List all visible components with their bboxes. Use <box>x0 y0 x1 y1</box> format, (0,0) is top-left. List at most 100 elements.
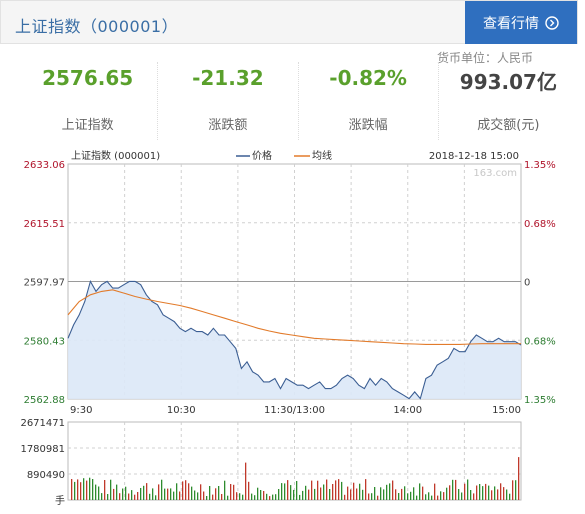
volume-bar <box>86 480 88 500</box>
volume-bar <box>89 477 91 500</box>
volume-bar <box>419 483 421 500</box>
volume-bar <box>176 483 178 500</box>
volume-bar <box>206 496 208 500</box>
volume-bar <box>356 488 358 500</box>
volume-bar <box>452 479 454 500</box>
volume-bar <box>203 491 205 500</box>
volume-bar <box>437 495 439 500</box>
chart-watermark: 163.com <box>473 168 517 179</box>
volume-bar <box>275 494 277 500</box>
volume-bar <box>443 492 445 500</box>
volume-bar <box>140 488 142 500</box>
volume-bar <box>260 490 262 500</box>
x-tick-label: 10:30 <box>167 405 196 416</box>
view-market-button[interactable]: 查看行情 <box>465 1 577 44</box>
volume-bar <box>374 487 376 500</box>
volume-bar <box>107 494 109 500</box>
volume-bar <box>299 494 301 500</box>
volume-bar <box>482 486 484 500</box>
volume-bar <box>191 486 193 500</box>
volume-bar <box>254 495 256 500</box>
volume-bar <box>296 481 298 500</box>
avg-series-line <box>67 289 521 345</box>
volume-bar <box>113 488 115 500</box>
volume-bar <box>509 493 511 500</box>
volume-bar <box>422 486 424 500</box>
volume-bar <box>431 495 433 500</box>
volume-bar <box>212 494 214 500</box>
volume-bar <box>470 490 472 500</box>
stat-value: 2576.65 <box>42 66 134 90</box>
stat-index: 2576.65 上证指数 <box>18 62 159 140</box>
volume-bar <box>413 487 415 500</box>
volume-bar <box>389 483 391 500</box>
intraday-chart: 2633.06 2615.51 2597.97 2580.43 2562.88 1.35%… <box>0 145 585 510</box>
volume-bar <box>335 480 337 500</box>
volume-bar <box>149 493 151 500</box>
volume-bar <box>290 485 292 500</box>
y-right-tick-label: 0 <box>524 278 530 289</box>
y-left-tick-label: 2615.51 <box>24 219 65 230</box>
chevron-circle-right-icon <box>545 15 559 30</box>
stat-label: 涨跌额 <box>208 118 248 133</box>
volume-bar <box>218 486 220 500</box>
stat-value: -21.32 <box>192 66 264 90</box>
volume-tick-label: 手 <box>55 494 65 507</box>
volume-bar <box>455 479 457 500</box>
chart-title: 上证指数 (000001) <box>71 149 160 162</box>
stat-label: 涨跌幅 <box>348 118 388 133</box>
volume-bar <box>266 493 268 500</box>
y-left-tick-label: 2562.88 <box>24 395 65 406</box>
volume-bar <box>491 490 493 500</box>
legend-label-avg: 均线 <box>312 149 332 162</box>
stat-value: 993.07亿 <box>459 70 557 94</box>
volume-bar <box>281 483 283 500</box>
volume-bar <box>446 487 448 500</box>
volume-bar <box>332 484 334 500</box>
stat-value: -0.82% <box>329 66 407 90</box>
volume-bar <box>515 480 517 500</box>
volume-bar <box>353 482 355 500</box>
volume-bar <box>209 486 211 500</box>
volume-bar <box>440 491 442 500</box>
volume-bar <box>173 491 175 500</box>
volume-bar <box>371 493 373 500</box>
volume-bar <box>227 495 229 500</box>
volume-bar <box>146 483 148 500</box>
volume-bar <box>83 478 85 500</box>
volume-bar <box>95 484 97 500</box>
volume-bar <box>497 489 499 500</box>
volume-bar <box>401 488 403 500</box>
volume-bar <box>233 484 235 500</box>
volume-bar <box>224 480 226 500</box>
volume-bar <box>293 489 295 500</box>
volume-bar <box>74 481 76 500</box>
x-tick-label: 14:00 <box>393 405 422 416</box>
volume-bar <box>242 494 244 500</box>
volume-bar <box>98 486 100 500</box>
volume-bar <box>158 484 160 500</box>
volume-bar <box>152 488 154 500</box>
y-left-tick-label: 2633.06 <box>24 160 65 171</box>
chart-svg: 2633.06 2615.51 2597.97 2580.43 2562.88 1.35%… <box>20 149 556 507</box>
volume-bar <box>488 485 490 500</box>
stats-row: 2576.65 上证指数 -21.32 涨跌额 -0.82% 涨跌幅 993.0… <box>18 62 578 140</box>
volume-bar <box>458 489 460 500</box>
volume-bar <box>341 481 343 500</box>
volume-bar <box>467 479 469 500</box>
y-right-tick-label: 0.68% <box>524 336 556 347</box>
volume-bar <box>119 493 121 500</box>
volume-bar <box>503 487 505 500</box>
volume-bar <box>221 494 223 500</box>
stat-change: -21.32 涨跌额 <box>158 62 299 140</box>
volume-tick-label: 890490 <box>27 470 65 481</box>
volume-bar <box>245 462 247 500</box>
stat-turnover: 993.07亿 成交额(元) <box>439 62 578 140</box>
volume-bar <box>317 480 319 500</box>
volume-bar <box>134 494 136 500</box>
volume-bar <box>518 457 520 500</box>
volume-bar <box>155 495 157 500</box>
volume-bar <box>359 483 361 500</box>
volume-bar <box>323 484 325 500</box>
volume-bar <box>272 494 274 500</box>
